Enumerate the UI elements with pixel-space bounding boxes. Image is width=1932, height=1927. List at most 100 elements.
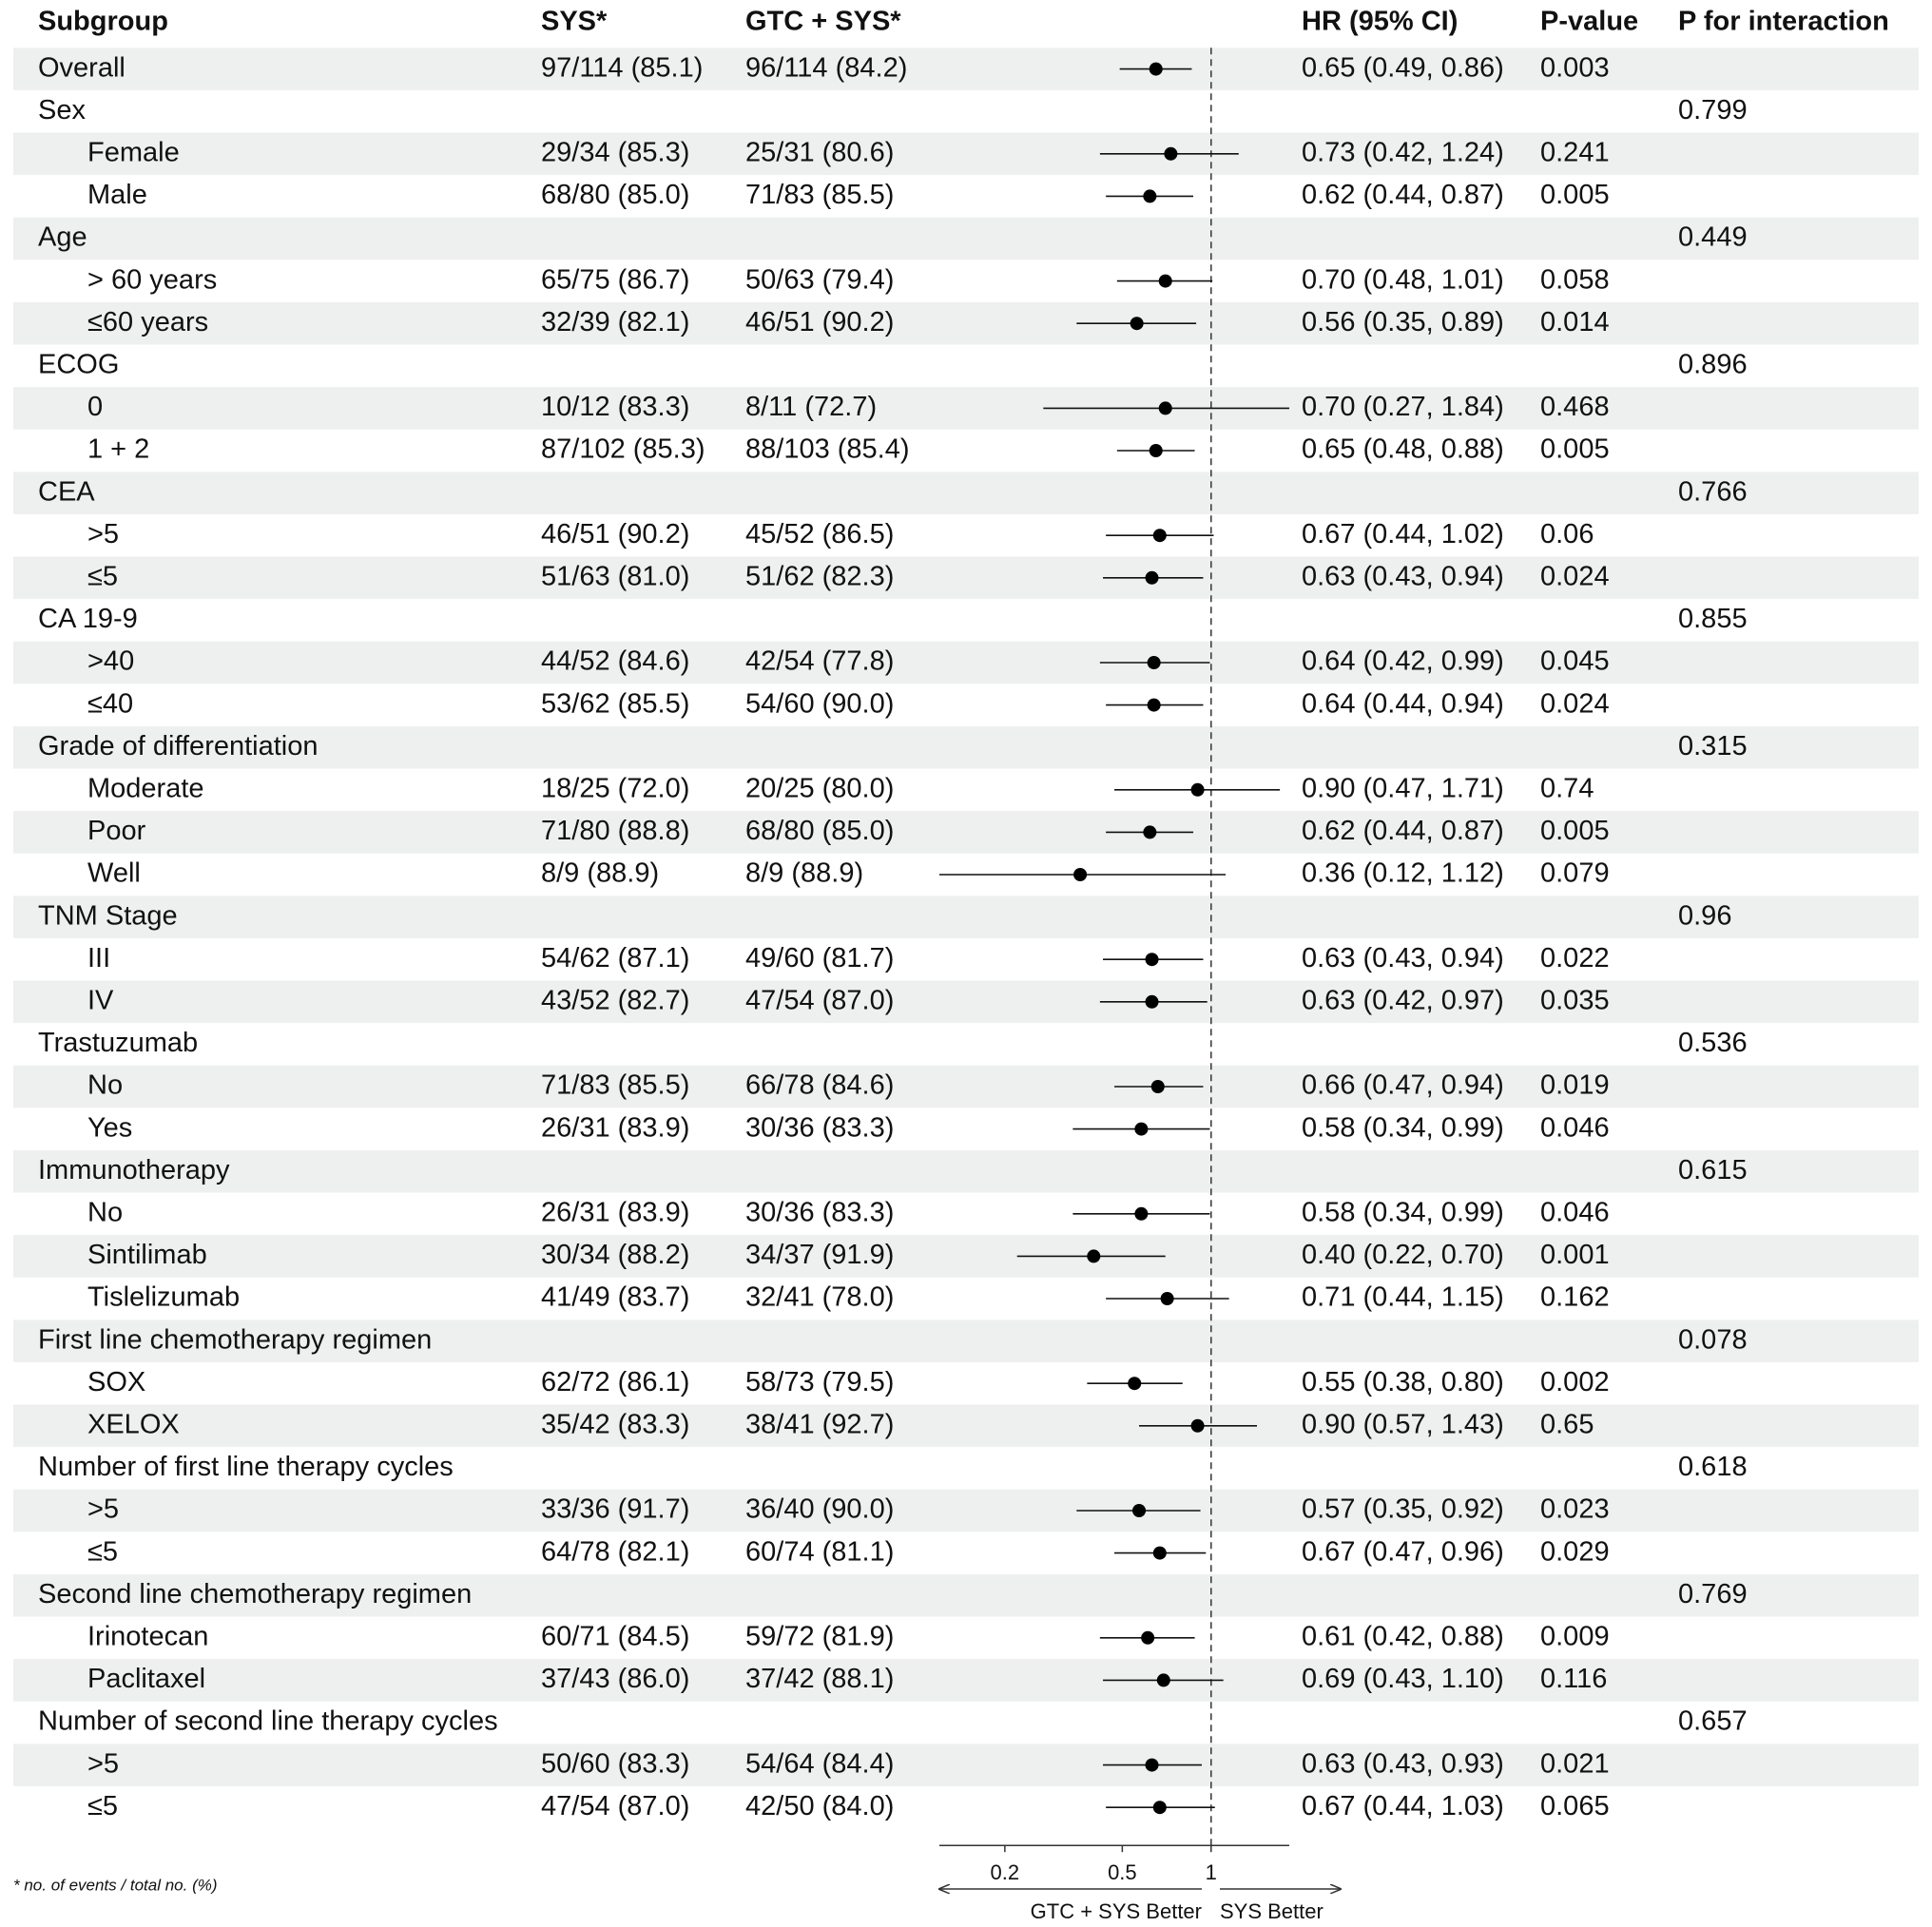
hr-point: [1158, 401, 1172, 415]
p-value: 0.002: [1540, 1367, 1610, 1397]
hr-ci: 0.65 (0.48, 0.88): [1302, 434, 1504, 465]
p-value: 0.045: [1540, 646, 1610, 677]
hr-point: [1145, 570, 1159, 585]
row-stripe: [13, 301, 1919, 345]
sys-count: 68/80 (85.0): [541, 180, 689, 210]
hr-ci: 0.63 (0.42, 0.97): [1302, 985, 1504, 1015]
subgroup-label: Well: [87, 858, 141, 889]
p-value: 0.035: [1540, 985, 1610, 1015]
sys-count: 65/75 (86.7): [541, 264, 689, 295]
subgroup-label: Overall: [38, 52, 126, 83]
hr-point: [1152, 1546, 1167, 1560]
p-interaction: 0.315: [1678, 731, 1748, 761]
header-gtc-sys: GTC + SYS*: [745, 7, 901, 37]
row-stripe: [13, 1149, 1919, 1193]
subgroup-label: Sintilimab: [87, 1240, 207, 1270]
sys-count: 64/78 (82.1): [541, 1536, 689, 1567]
subgroup-label: ≤5: [87, 1536, 118, 1567]
hr-ci: 0.90 (0.47, 1.71): [1302, 773, 1504, 803]
subgroup-label: Paclitaxel: [87, 1664, 205, 1694]
hr-ci: 0.63 (0.43, 0.93): [1302, 1748, 1504, 1779]
hr-ci: 0.58 (0.34, 0.99): [1302, 1197, 1504, 1227]
p-value: 0.468: [1540, 392, 1610, 422]
sys-count: 30/34 (88.2): [541, 1240, 689, 1270]
sys-count: 29/34 (85.3): [541, 137, 689, 167]
subgroup-label: No: [87, 1070, 123, 1101]
row-stripe: [13, 1404, 1919, 1448]
row-stripe: [13, 725, 1919, 769]
hr-point: [1134, 1122, 1149, 1136]
subgroup-label: Age: [38, 222, 87, 253]
p-value: 0.014: [1540, 307, 1610, 337]
gtc-sys-count: 60/74 (81.1): [745, 1536, 894, 1567]
gtc-sys-count: 46/51 (90.2): [745, 307, 894, 337]
subgroup-label: >5: [87, 1748, 119, 1779]
gtc-sys-count: 32/41 (78.0): [745, 1282, 894, 1313]
sys-count: 41/49 (83.7): [541, 1282, 689, 1313]
subgroup-label: CEA: [38, 476, 95, 507]
gtc-sys-count: 51/62 (82.3): [745, 561, 894, 591]
p-interaction: 0.896: [1678, 349, 1748, 379]
row-stripe: [13, 1235, 1919, 1278]
hr-ci: 0.58 (0.34, 0.99): [1302, 1112, 1504, 1143]
sys-count: 26/31 (83.9): [541, 1112, 689, 1143]
subgroup-label: Sex: [38, 95, 86, 125]
gtc-sys-count: 58/73 (79.5): [745, 1367, 894, 1397]
row-stripe: [13, 556, 1919, 600]
subgroup-label: Immunotherapy: [38, 1155, 230, 1185]
subgroup-label: Tislelizumab: [87, 1282, 240, 1313]
row-stripe: [13, 1573, 1919, 1617]
gtc-sys-count: 8/9 (88.9): [745, 858, 863, 889]
arrow-left-label: GTC + SYS Better: [1031, 1899, 1202, 1923]
header-sys: SYS*: [541, 7, 608, 37]
p-interaction: 0.618: [1678, 1452, 1748, 1482]
p-value: 0.019: [1540, 1070, 1610, 1101]
hr-point: [1130, 317, 1144, 331]
hr-point: [1147, 698, 1161, 712]
subgroup-label: > 60 years: [87, 264, 217, 295]
p-interaction: 0.769: [1678, 1579, 1748, 1609]
subgroup-label: TNM Stage: [38, 900, 178, 931]
p-value: 0.162: [1540, 1282, 1610, 1313]
subgroup-label: Poor: [87, 816, 146, 846]
p-interaction: 0.536: [1678, 1028, 1748, 1058]
p-value: 0.046: [1540, 1112, 1610, 1143]
hr-ci: 0.67 (0.47, 0.96): [1302, 1536, 1504, 1567]
p-value: 0.74: [1540, 773, 1594, 803]
hr-point: [1147, 656, 1161, 669]
hr-point: [1141, 1630, 1155, 1645]
p-value: 0.009: [1540, 1621, 1610, 1651]
subgroup-label: 1 + 2: [87, 434, 149, 465]
hr-point: [1190, 782, 1205, 797]
gtc-sys-count: 54/60 (90.0): [745, 688, 894, 719]
hr-ci: 0.40 (0.22, 0.70): [1302, 1240, 1504, 1270]
gtc-sys-count: 50/63 (79.4): [745, 264, 894, 295]
p-value: 0.005: [1540, 434, 1610, 465]
subgroup-label: Number of second line therapy cycles: [38, 1706, 498, 1737]
hr-point: [1143, 825, 1157, 839]
sys-count: 47/54 (87.0): [541, 1791, 689, 1821]
p-value: 0.024: [1540, 688, 1610, 719]
subgroup-label: IV: [87, 985, 114, 1015]
hr-point: [1134, 1206, 1149, 1221]
row-stripe: [13, 472, 1919, 514]
subgroup-label: ECOG: [38, 349, 119, 379]
subgroup-label: III: [87, 943, 110, 973]
hr-ci: 0.61 (0.42, 0.88): [1302, 1621, 1504, 1651]
p-value: 0.065: [1540, 1791, 1610, 1821]
subgroup-label: >5: [87, 519, 119, 549]
subgroup-label: Yes: [87, 1112, 132, 1143]
p-interaction: 0.615: [1678, 1155, 1748, 1185]
row-stripe: [13, 217, 1919, 260]
p-interaction: 0.96: [1678, 900, 1731, 931]
hr-point: [1150, 1080, 1165, 1093]
hr-ci: 0.64 (0.42, 0.99): [1302, 646, 1504, 677]
p-value: 0.116: [1540, 1664, 1607, 1694]
gtc-sys-count: 71/83 (85.5): [745, 180, 894, 210]
hr-ci: 0.63 (0.43, 0.94): [1302, 943, 1504, 973]
row-stripe: [13, 980, 1919, 1024]
hr-ci: 0.67 (0.44, 1.02): [1302, 519, 1504, 549]
subgroup-label: Second line chemotherapy regimen: [38, 1579, 472, 1609]
p-value: 0.06: [1540, 519, 1594, 549]
